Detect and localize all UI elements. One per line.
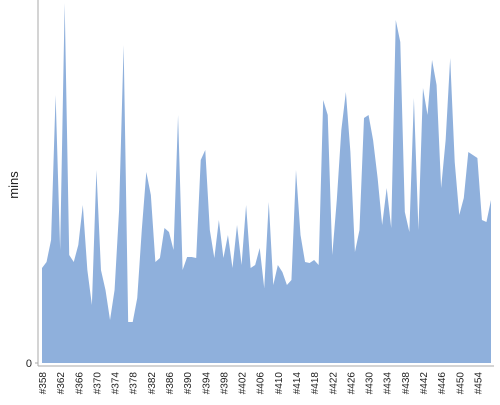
- x-tick-label: #422: [328, 372, 339, 395]
- x-tick-label: #410: [274, 372, 285, 395]
- x-tick-label: #430: [365, 372, 376, 395]
- x-tick-label: #394: [201, 372, 212, 395]
- x-tick-label: #390: [183, 372, 194, 395]
- x-tick-label: #362: [56, 372, 67, 395]
- x-tick-label: #434: [383, 372, 394, 395]
- x-tick-label: #378: [129, 372, 140, 395]
- x-tick-label: #450: [455, 372, 466, 395]
- x-tick-label: #382: [147, 372, 158, 395]
- y-axis-title: mins: [6, 171, 21, 199]
- x-tick-label: #358: [38, 372, 49, 395]
- x-tick-label: #446: [437, 372, 448, 395]
- area: [42, 3, 491, 363]
- x-tick-label: #370: [92, 372, 103, 395]
- x-tick-label: #418: [310, 372, 321, 395]
- x-tick-label: #402: [238, 372, 249, 395]
- x-tick-label: #374: [111, 372, 122, 395]
- x-tick-label: #386: [165, 372, 176, 395]
- x-tick-label: #366: [74, 372, 85, 395]
- x-tick-label: #414: [292, 372, 303, 395]
- y-tick-label: 0: [26, 358, 32, 370]
- x-tick-label: #426: [346, 372, 357, 395]
- x-tick-label: #442: [419, 372, 430, 395]
- x-tick-label: #454: [473, 372, 484, 395]
- x-tick-label: #438: [401, 372, 412, 395]
- x-tick-label: #398: [219, 372, 230, 395]
- x-tick-label: #406: [256, 372, 267, 395]
